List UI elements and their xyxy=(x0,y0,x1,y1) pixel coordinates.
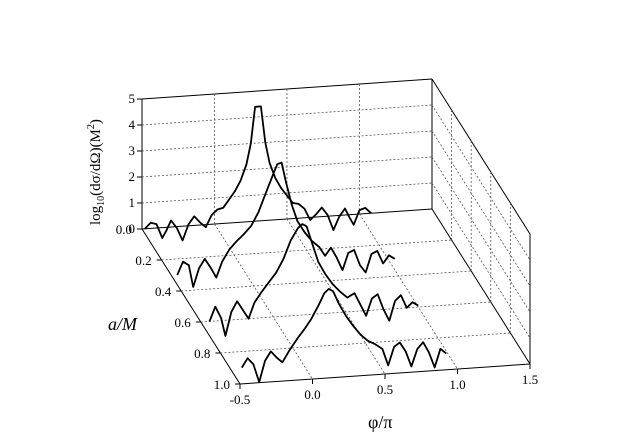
floor-grid-a xyxy=(220,332,511,354)
phi-axis-title: φ/π xyxy=(368,412,392,432)
z-axis-title: log10(dσ/dΩ)(M2) xyxy=(86,119,107,225)
side-grid-horizontal xyxy=(431,104,531,261)
z-tick-label: 5 xyxy=(129,91,136,106)
floor-edge xyxy=(141,228,241,385)
series-curve-2 xyxy=(208,223,419,337)
a-tick-label: 0.4 xyxy=(155,284,172,299)
floor-grid-phi xyxy=(214,223,313,380)
z-tick-label: 4 xyxy=(129,117,136,132)
a-tick-label: 1.0 xyxy=(214,377,230,392)
side-wall-edge xyxy=(431,78,531,235)
series-curve-0 xyxy=(144,105,372,242)
phi-tick-label: -0.5 xyxy=(230,392,251,407)
series-curve-1 xyxy=(176,161,396,288)
side-grid-horizontal xyxy=(431,182,531,339)
series-curve-3 xyxy=(241,288,447,383)
phi-tick-label: 1.0 xyxy=(449,377,465,392)
a-tick-label: 0.8 xyxy=(194,346,210,361)
floor-edge xyxy=(431,208,531,365)
phi-tick-label: 1.5 xyxy=(522,372,538,387)
z-tick-label: 2 xyxy=(129,169,136,184)
phi-tick-label: 0.5 xyxy=(377,382,393,397)
z-tick-label: 0 xyxy=(129,221,136,236)
phi-tick-label: 0.0 xyxy=(304,387,320,402)
floor-grid-phi xyxy=(286,218,386,375)
svg-text:log10(dσ/dΩ)(M2): log10(dσ/dΩ)(M2) xyxy=(86,119,107,225)
a-tick-label: 0.2 xyxy=(135,253,151,268)
series-layer xyxy=(144,105,447,383)
z-tick-label: 1 xyxy=(129,195,136,210)
side-grid-horizontal xyxy=(431,156,531,313)
grid-layer xyxy=(141,78,531,385)
a-axis-title: a/M xyxy=(108,314,138,334)
side-grid-horizontal xyxy=(431,130,531,287)
a-tick-label: 0.6 xyxy=(175,315,192,330)
a-tick-label: 0.0 xyxy=(116,222,132,237)
floor-grid-phi xyxy=(359,213,458,370)
z-tick-label: 3 xyxy=(129,143,136,158)
